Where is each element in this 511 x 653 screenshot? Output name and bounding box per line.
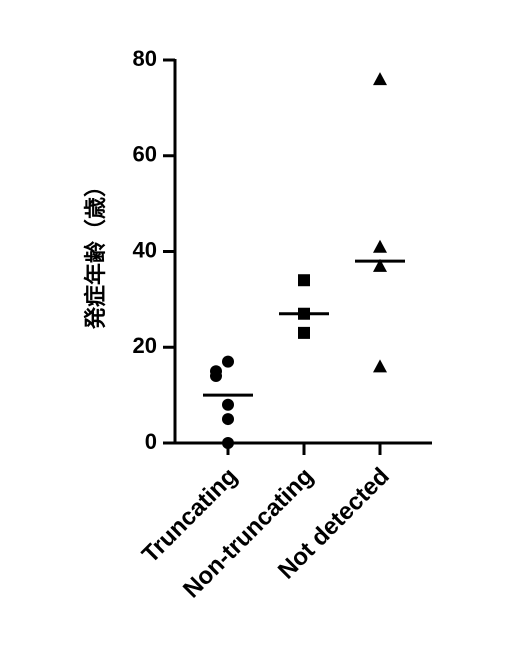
dot	[222, 413, 234, 426]
dot	[298, 274, 310, 287]
dot	[222, 437, 234, 449]
y-tick-label: 0	[145, 429, 157, 454]
y-tick-label: 40	[133, 237, 157, 262]
dot	[298, 326, 310, 339]
dot	[210, 369, 222, 382]
y-axis-label: 発症年齢（歳）	[83, 175, 108, 330]
x-tick-label: Non-truncating	[178, 463, 319, 604]
dot	[373, 359, 387, 373]
dot	[222, 355, 234, 368]
dot	[222, 398, 234, 411]
dot	[373, 258, 387, 272]
dot	[373, 239, 387, 253]
dot	[373, 72, 387, 86]
y-tick-label: 80	[133, 46, 157, 71]
y-tick-label: 60	[133, 142, 157, 167]
y-tick-label: 20	[133, 333, 157, 358]
